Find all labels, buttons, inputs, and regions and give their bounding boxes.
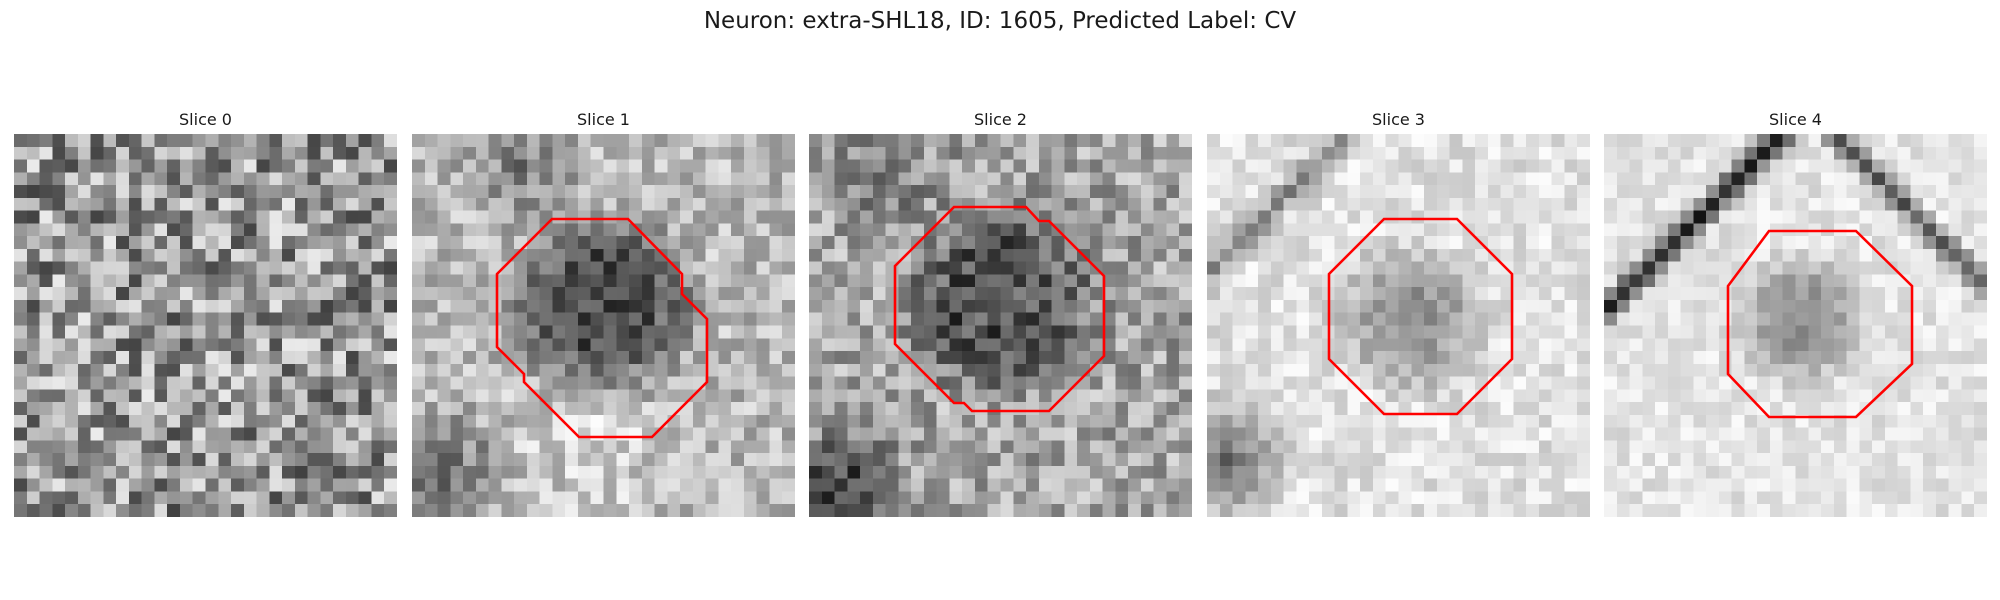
- roi-contour: [1327, 217, 1514, 416]
- slice-3-title: Slice 3: [1372, 110, 1425, 129]
- slice-3-contour: [1327, 217, 1514, 416]
- slice-2-title: Slice 2: [974, 110, 1027, 129]
- slice-3-image: [1207, 134, 1590, 517]
- roi-contour: [893, 205, 1106, 413]
- roi-contour: [1726, 229, 1914, 419]
- slice-4-image: [1604, 134, 1987, 517]
- slice-4-title: Slice 4: [1769, 110, 1822, 129]
- slice-1-title: Slice 1: [577, 110, 630, 129]
- slice-0-image: [14, 134, 397, 517]
- roi-contour: [495, 217, 709, 439]
- slice-0-title: Slice 0: [179, 110, 232, 129]
- slice-4-contour: [1726, 229, 1914, 419]
- figure-title: Neuron: extra-SHL18, ID: 1605, Predicted…: [703, 8, 1297, 34]
- slice-2-image: [809, 134, 1192, 517]
- slice-2-contour: [893, 205, 1106, 413]
- slice-1-image: [412, 134, 795, 517]
- slice-1-contour: [495, 217, 709, 439]
